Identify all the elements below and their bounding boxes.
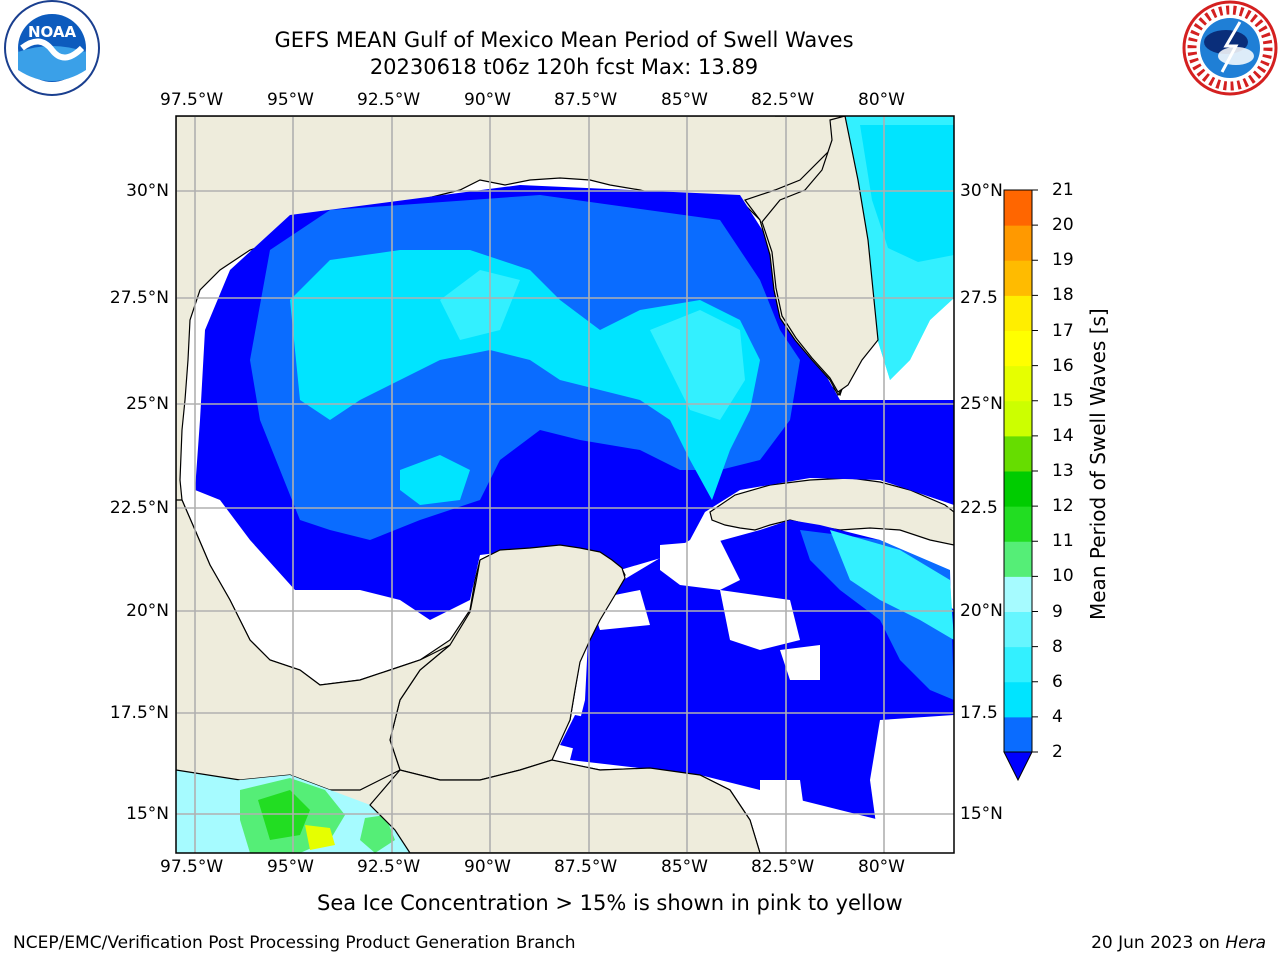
colorbar-segment (1004, 471, 1032, 507)
lat-label: 20°N (960, 601, 1003, 621)
lon-label: 92.5°W (357, 90, 421, 110)
lon-label: 92.5°W (357, 857, 421, 877)
colorbar-tick-label: 10 (1052, 566, 1074, 587)
lat-label: 25°N (126, 394, 169, 414)
lon-label: 85°W (661, 857, 708, 877)
colorbar-segment (1004, 646, 1032, 683)
lat-label: 30°N (126, 181, 169, 201)
lat-label: 27.5°N (109, 288, 169, 308)
colorbar-tick-label: 2 (1052, 742, 1063, 762)
lat-label: 27.5 (960, 288, 998, 308)
lon-label: 97.5°W (160, 90, 224, 110)
lat-label: 22.5 (960, 498, 998, 518)
colorbar-tick-label: 12 (1052, 496, 1074, 517)
colorbar-segment (1004, 541, 1032, 577)
lon-label: 87.5°W (554, 857, 618, 877)
lat-label: 15°N (126, 804, 169, 824)
colorbar-segment (1004, 611, 1032, 648)
map-plot-area (176, 116, 954, 853)
land-central-america (369, 759, 761, 853)
colorbar-tick-label: 20 (1052, 215, 1074, 236)
colorbar-segment (1004, 330, 1032, 367)
colorbar-tick-label: 16 (1052, 355, 1074, 376)
colorbar-tick-label: 8 (1052, 636, 1063, 657)
footer-date-text: 20 Jun 2023 on (1091, 933, 1226, 953)
colorbar-segment (1004, 400, 1032, 437)
lon-label: 97.5°W (160, 857, 224, 877)
colorbar-tick-label: 17 (1052, 320, 1074, 341)
lon-label: 80°W (858, 90, 905, 110)
lon-label: 80°W (858, 857, 905, 877)
lat-label: 15°N (960, 804, 1003, 824)
sea-ice-note: Sea Ice Concentration > 15% is shown in … (317, 891, 903, 915)
colorbar-tick-label: 18 (1052, 285, 1074, 306)
colorbar-tick-label: 19 (1052, 250, 1074, 271)
footer-credit: NCEP/EMC/Verification Post Processing Pr… (13, 933, 576, 953)
lat-label: 22.5°N (109, 498, 169, 518)
footer-date: 20 Jun 2023 on Hera (1091, 933, 1266, 953)
colorbar-segment (1004, 190, 1032, 226)
lon-label: 95°W (267, 90, 314, 110)
colorbar-extend (1003, 751, 1033, 782)
colorbar-label: Mean Period of Swell Waves [s] (1086, 308, 1110, 620)
lat-label: 25°N (960, 394, 1003, 414)
map-frame (175, 115, 955, 854)
lon-label: 95°W (267, 857, 314, 877)
colorbar-tick-label: 6 (1052, 671, 1063, 692)
lat-label: 17.5 (960, 703, 998, 723)
chart-subtitle: 20230618 t06z 120h fcst Max: 13.89 (369, 55, 759, 79)
colorbar-segment (1004, 506, 1032, 542)
colorbar-tick-label: 9 (1052, 601, 1063, 622)
colorbar-segment (1004, 435, 1032, 472)
colorbar-tick-label: 4 (1052, 706, 1063, 727)
colorbar-segment (1004, 681, 1032, 718)
colorbar-segment (1004, 225, 1032, 261)
land-cuba (709, 477, 954, 546)
lat-label: 17.5°N (109, 703, 169, 723)
colorbar (1003, 189, 1038, 782)
colorbar-tick-label: 21 (1052, 180, 1074, 200)
colorbar-segment (1004, 295, 1032, 331)
lat-label: 20°N (126, 601, 169, 621)
lon-label: 82.5°W (751, 857, 815, 877)
colorbar-segment (1004, 260, 1032, 296)
lon-label: 82.5°W (751, 90, 815, 110)
colorbar-tick-label: 14 (1052, 425, 1074, 446)
lon-label: 85°W (661, 90, 708, 110)
colorbar-segment (1004, 365, 1032, 402)
lon-label: 90°W (464, 90, 511, 110)
colorbar-tick-label: 13 (1052, 461, 1074, 481)
colorbar-tick-label: 11 (1052, 531, 1074, 552)
colorbar-segment (1004, 716, 1032, 753)
chart-title: GEFS MEAN Gulf of Mexico Mean Period of … (274, 28, 854, 52)
colorbar-segment (1004, 576, 1032, 612)
gridlines (176, 116, 954, 853)
lat-label: 30°N (960, 181, 1003, 201)
colorbar-tick-label: 15 (1052, 390, 1074, 411)
lon-label: 87.5°W (554, 90, 618, 110)
footer-machine: Hera (1225, 933, 1266, 953)
lon-label: 90°W (464, 857, 511, 877)
